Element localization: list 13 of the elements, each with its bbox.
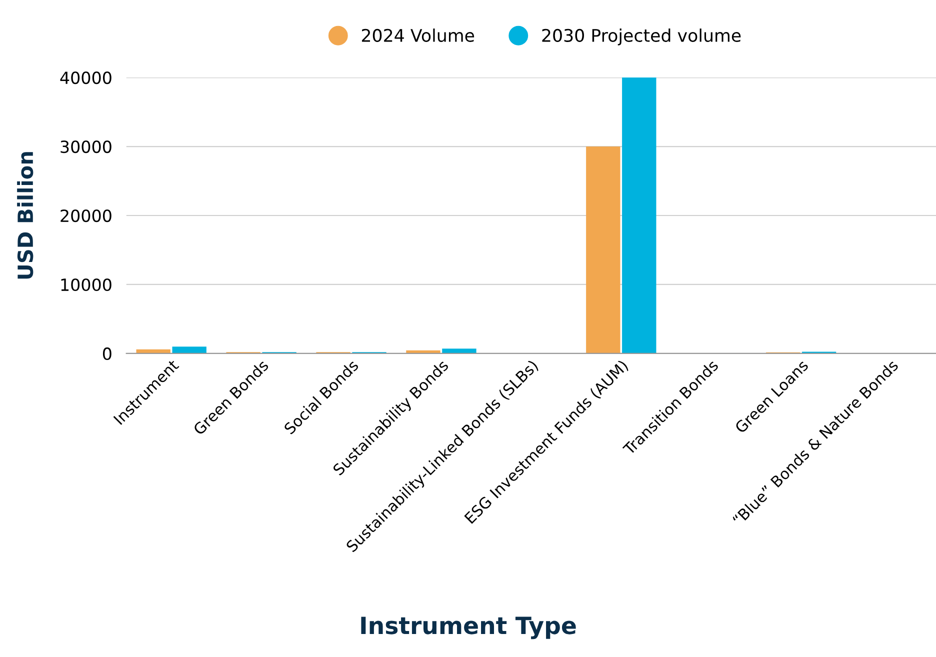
bar xyxy=(442,348,476,354)
legend-label: 2030 Projected volume xyxy=(542,28,741,46)
y-axis-title: USD Billion xyxy=(17,152,34,279)
y-tick-label: 30000 xyxy=(60,140,112,154)
bar xyxy=(172,346,206,354)
bar xyxy=(586,146,620,354)
legend-label: 2024 Volume xyxy=(362,28,474,42)
y-tick-label: 20000 xyxy=(60,209,112,222)
y-tick-label: 0 xyxy=(102,347,112,360)
y-tick-label: 10000 xyxy=(61,278,112,292)
x-axis-title: Instrument Type xyxy=(361,616,576,640)
y-tick-label: 40000 xyxy=(60,71,112,84)
bar xyxy=(622,78,656,354)
